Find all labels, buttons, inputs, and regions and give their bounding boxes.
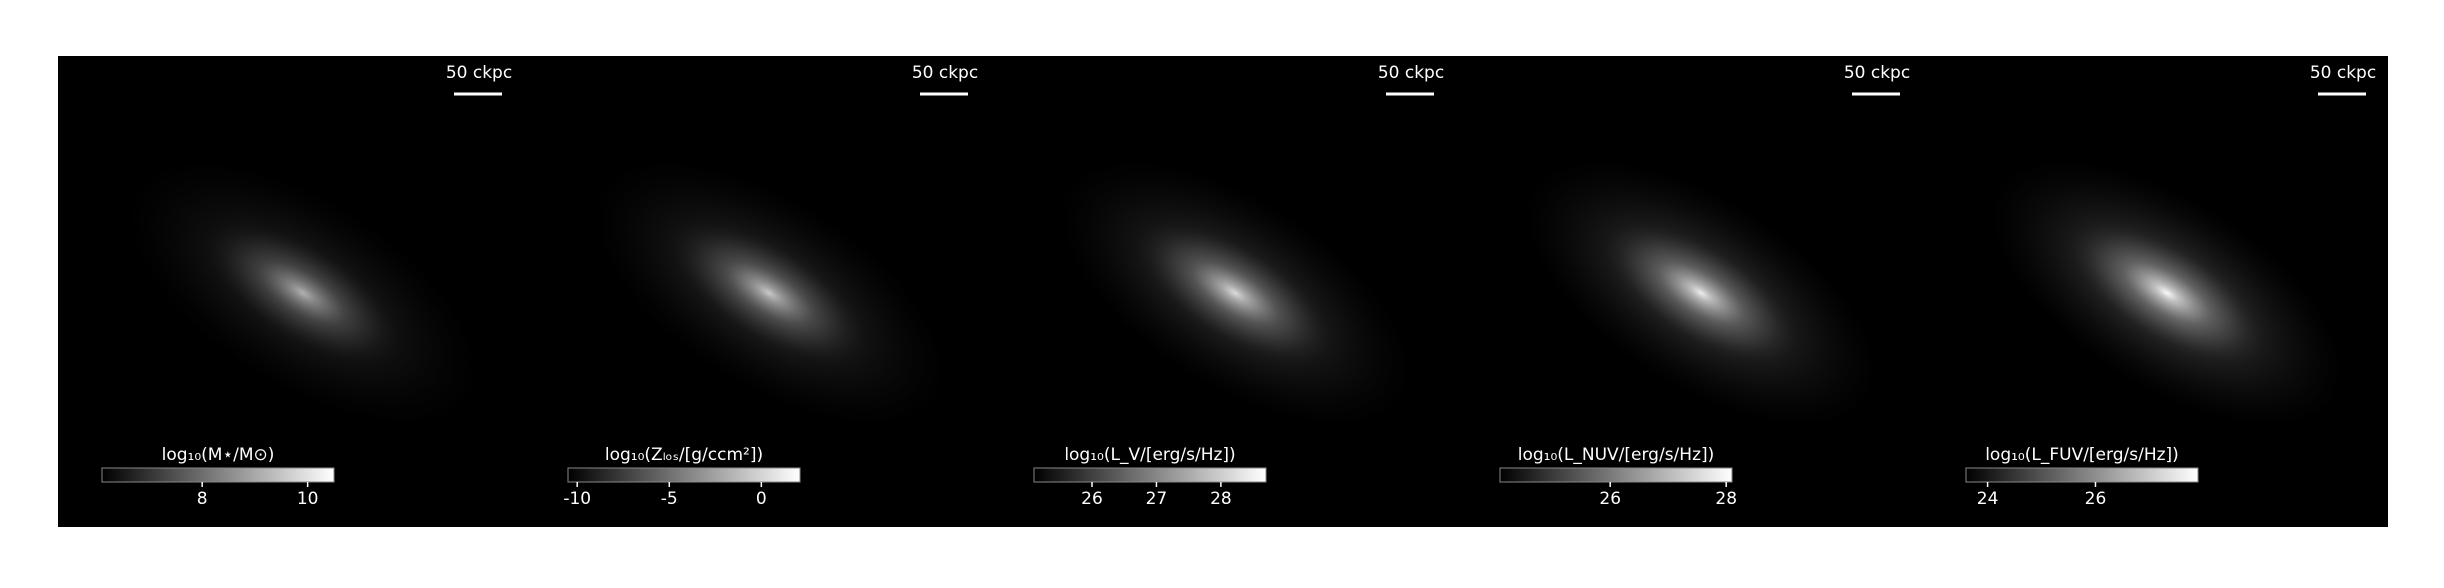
colorbar-tick-label: 26 [2085,489,2107,509]
galaxy-core [1138,223,1332,363]
colorbar-tick-label: 28 [1715,489,1737,509]
colorbar-tick-label: 26 [1081,489,1103,509]
colorbar [101,467,335,483]
colorbar-label: log₁₀(M⋆/M⊙) [162,445,275,465]
colorbar-tick-label: 27 [1146,489,1168,509]
colorbar-label: log₁₀(L_V/[erg/s/Hz]) [1064,445,1235,465]
colorbar [1033,467,1267,483]
colorbar-tick-label: 28 [1210,489,1232,509]
colorbar-label: log₁₀(L_NUV/[erg/s/Hz]) [1518,445,1715,465]
colorbar-label: log₁₀(L_FUV/[erg/s/Hz]) [1985,445,2179,465]
colorbar-tick-label: 24 [1977,489,1999,509]
scalebar-label: 50 ckpc [1844,63,1910,83]
scalebar-label: 50 ckpc [912,63,978,83]
galaxy-core [2070,223,2264,363]
colorbar [1965,467,2199,483]
colorbar-tick-label: -10 [563,489,591,509]
scalebar-label: 50 ckpc [1378,63,1444,83]
galaxy-core [672,223,866,363]
galaxy-core [1604,223,1798,363]
scalebar-label: 50 ckpc [2310,63,2376,83]
colorbar-label: log₁₀(Zₗₒₛ/[g/ccm²]) [605,445,763,465]
colorbar-tick-label: -5 [661,489,678,509]
scalebar-label: 50 ckpc [446,63,512,83]
colorbar-tick-label: 10 [297,489,319,509]
colorbar-tick-label: 26 [1599,489,1621,509]
colorbar-tick-label: 8 [197,489,208,509]
colorbar-tick-label: 0 [756,489,767,509]
colorbar [1499,467,1733,483]
colorbar [567,467,801,483]
galaxy-core [206,223,400,363]
